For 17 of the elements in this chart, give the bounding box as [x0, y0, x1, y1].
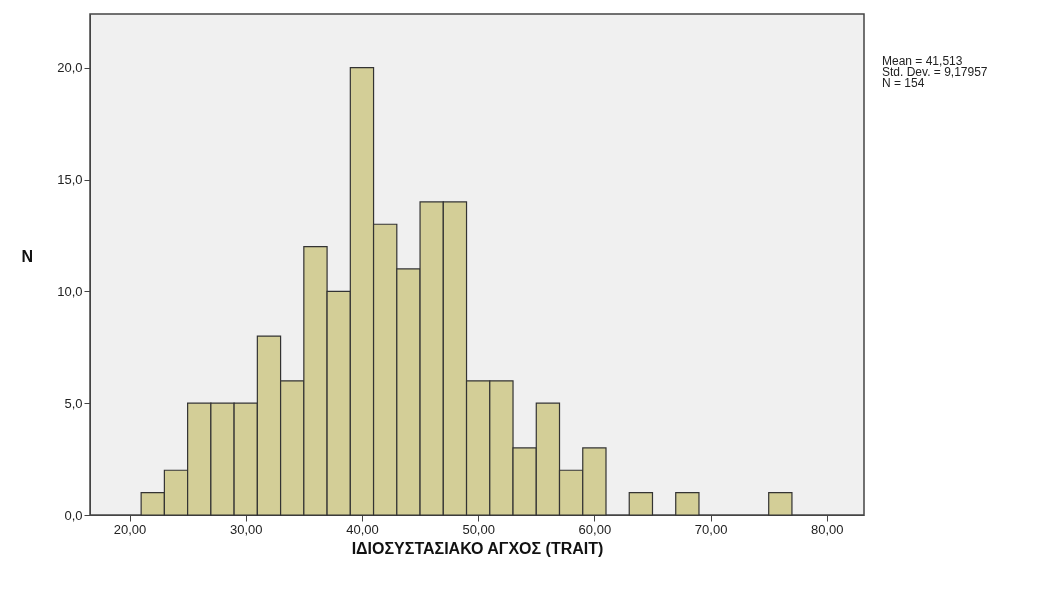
y-axis-title: N: [21, 248, 33, 265]
x-tick-label: 70,00: [694, 521, 728, 537]
x-tick-label: 50,00: [462, 521, 495, 537]
x-tick-label: 40,00: [346, 521, 379, 537]
x-tick-label: 30,00: [229, 521, 263, 537]
text: Std. Dev. = 9,17957: [882, 65, 988, 79]
x-tick-label: 20,00: [113, 521, 147, 537]
y-tick-label: 10,0: [57, 283, 83, 299]
y-tick-label: 20,0: [57, 60, 83, 76]
y-tick-label: 0,0: [64, 507, 83, 523]
x-axis-title: ΙΔΙΟΣΥΣΤΑΣΙΑΚΟ ΑΓΧΟΣ (TRAIT): [351, 539, 604, 557]
text: N = 154: [882, 76, 926, 90]
y-tick-label: 5,0: [64, 395, 83, 411]
x-tick-label: 80,00: [811, 521, 844, 537]
x-tick-label: 60,00: [578, 521, 612, 537]
y-tick-label: 15,0: [57, 172, 83, 188]
text: Mean = 41,513: [882, 54, 963, 68]
